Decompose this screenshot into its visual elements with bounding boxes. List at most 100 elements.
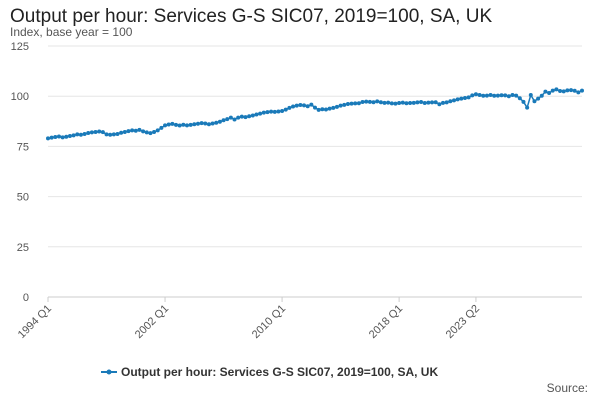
data-point	[397, 101, 402, 106]
data-point	[239, 114, 244, 119]
data-point	[159, 125, 164, 130]
data-point	[481, 93, 486, 98]
data-point	[192, 122, 197, 127]
data-point	[144, 130, 149, 135]
data-point	[53, 134, 58, 139]
data-point	[181, 122, 186, 127]
data-point	[60, 135, 65, 140]
data-point	[243, 115, 248, 120]
y-tick-label: 125	[11, 41, 29, 53]
data-point	[280, 109, 285, 114]
series-line-group	[46, 87, 584, 141]
data-point	[78, 132, 83, 137]
data-point	[254, 112, 259, 117]
data-point	[565, 88, 570, 93]
data-point	[462, 96, 467, 101]
data-point	[75, 132, 80, 137]
x-tick-label: 2018 Q1	[367, 303, 405, 341]
data-point	[543, 89, 548, 94]
data-point	[305, 104, 310, 109]
data-point	[558, 88, 563, 93]
legend-swatch-marker	[106, 369, 112, 375]
data-point	[415, 100, 420, 105]
data-point	[521, 99, 526, 104]
data-point	[525, 105, 530, 110]
data-point	[108, 132, 113, 137]
data-point	[170, 121, 175, 126]
data-point	[514, 93, 519, 98]
data-point	[495, 93, 500, 98]
data-point	[283, 107, 288, 112]
data-point	[203, 121, 208, 126]
data-point	[119, 130, 124, 135]
data-point	[411, 100, 416, 105]
data-point	[484, 93, 489, 98]
data-point	[174, 122, 179, 127]
data-point	[331, 105, 336, 110]
data-point	[148, 131, 153, 136]
data-point	[71, 133, 76, 138]
data-point	[528, 92, 533, 97]
data-point	[64, 134, 69, 139]
data-point	[82, 131, 87, 136]
data-point	[287, 105, 292, 110]
data-point	[572, 88, 577, 93]
data-point	[188, 122, 193, 127]
legend-label: Output per hour: Services G-S SIC07, 201…	[121, 365, 438, 379]
data-point	[404, 101, 409, 106]
data-point	[367, 99, 372, 104]
data-point	[199, 121, 204, 126]
data-point	[46, 136, 50, 141]
data-point	[115, 131, 120, 136]
data-point	[49, 135, 54, 140]
data-point	[422, 101, 427, 106]
data-point	[459, 96, 464, 101]
data-point	[580, 88, 584, 93]
data-point	[133, 128, 138, 133]
y-axis: 0 25 50 75 100 125	[11, 41, 29, 304]
data-point	[177, 123, 182, 128]
data-point	[89, 130, 94, 135]
gridlines	[48, 45, 582, 298]
y-tick-label: 75	[17, 141, 29, 153]
data-point	[334, 104, 339, 109]
legend[interactable]: Output per hour: Services G-S SIC07, 201…	[101, 365, 438, 379]
data-point	[221, 118, 226, 123]
data-point	[309, 102, 314, 107]
data-point	[539, 93, 544, 98]
data-point	[320, 107, 325, 112]
data-point	[345, 102, 350, 107]
data-point	[327, 106, 332, 111]
data-point	[389, 101, 394, 106]
data-point	[100, 130, 105, 135]
data-point	[126, 129, 131, 134]
data-point	[210, 121, 215, 126]
data-point	[426, 100, 431, 105]
data-point	[550, 88, 555, 93]
data-point	[455, 97, 460, 102]
data-point	[122, 129, 127, 134]
data-point	[364, 99, 369, 104]
y-tick-label: 100	[11, 91, 29, 103]
data-point	[93, 129, 98, 134]
data-point	[547, 90, 552, 95]
data-point	[206, 122, 211, 127]
data-point	[250, 113, 255, 118]
data-point	[375, 99, 380, 104]
data-point	[338, 103, 343, 108]
data-point	[323, 107, 328, 112]
data-point	[104, 132, 109, 137]
data-point	[111, 132, 116, 137]
data-point	[499, 93, 504, 98]
data-point	[316, 107, 321, 112]
data-point	[448, 99, 453, 104]
data-point	[444, 100, 449, 105]
data-point	[386, 100, 391, 105]
data-point	[393, 101, 398, 106]
data-point	[569, 88, 574, 93]
data-point	[247, 114, 252, 119]
data-point	[517, 96, 522, 101]
y-tick-label: 50	[17, 192, 29, 204]
data-point	[492, 93, 497, 98]
data-point	[184, 123, 189, 128]
